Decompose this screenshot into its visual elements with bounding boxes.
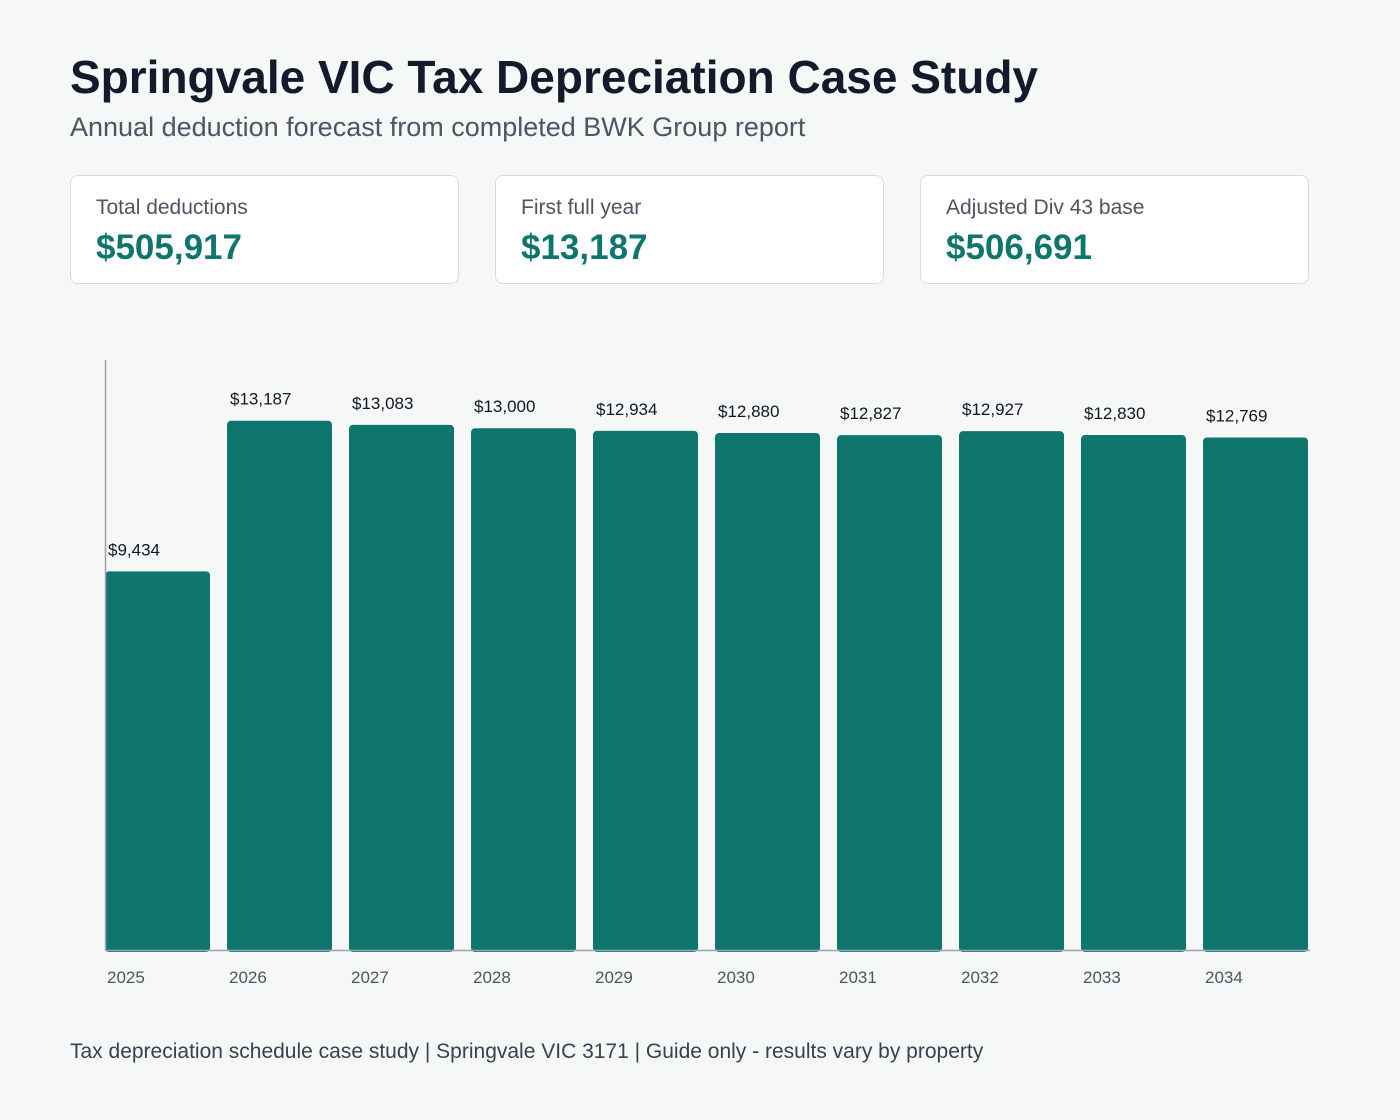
- bar-2025: [105, 571, 210, 952]
- footer-note: Tax depreciation schedule case study | S…: [70, 1040, 984, 1063]
- page-title: Springvale VIC Tax Depreciation Case Stu…: [70, 51, 1038, 103]
- x-tick-label-2034: 2034: [1205, 968, 1243, 987]
- bar-2030: [715, 433, 820, 952]
- x-tick-label-2033: 2033: [1083, 968, 1121, 987]
- x-tick-label-2030: 2030: [717, 968, 755, 987]
- data-label-2029: $12,934: [596, 400, 657, 419]
- stat-card-total-deductions: Total deductions $505,917: [70, 175, 459, 284]
- data-label-2025: $9,434: [108, 540, 160, 559]
- bar-2032: [959, 431, 1064, 952]
- x-tick-label-2025: 2025: [107, 968, 145, 987]
- data-label-2032: $12,927: [962, 400, 1023, 419]
- stat-card-first-full-year: First full year $13,187: [495, 175, 884, 284]
- bar-2029: [593, 430, 698, 953]
- data-label-2033: $12,830: [1084, 404, 1145, 423]
- x-tick-label-2028: 2028: [473, 968, 511, 987]
- stat-label: Adjusted Div 43 base: [946, 196, 1145, 219]
- bar-2027: [349, 424, 454, 952]
- stat-value: $13,187: [521, 228, 648, 267]
- x-tick-label-2029: 2029: [595, 968, 633, 987]
- stat-label: Total deductions: [96, 196, 248, 219]
- bar-2031: [837, 435, 942, 953]
- bar-2034: [1203, 437, 1308, 953]
- data-label-2031: $12,827: [840, 404, 901, 423]
- stat-label: First full year: [521, 196, 642, 219]
- bar-2028: [471, 428, 576, 952]
- x-tick-label-2027: 2027: [351, 968, 389, 987]
- data-label-2030: $12,880: [718, 402, 779, 421]
- x-tick-label-2032: 2032: [961, 968, 999, 987]
- stat-value: $506,691: [946, 228, 1092, 267]
- page-subtitle: Annual deduction forecast from completed…: [70, 112, 806, 142]
- data-label-2026: $13,187: [230, 390, 291, 409]
- data-label-2028: $13,000: [474, 397, 535, 416]
- data-label-2034: $12,769: [1206, 407, 1267, 426]
- bar-2026: [227, 420, 332, 953]
- stat-value: $505,917: [96, 228, 242, 267]
- data-label-2027: $13,083: [352, 394, 413, 413]
- x-tick-label-2026: 2026: [229, 968, 267, 987]
- x-tick-label-2031: 2031: [839, 968, 877, 987]
- bar-2033: [1081, 435, 1186, 952]
- stat-card-adjusted-div43-base: Adjusted Div 43 base $506,691: [920, 175, 1309, 284]
